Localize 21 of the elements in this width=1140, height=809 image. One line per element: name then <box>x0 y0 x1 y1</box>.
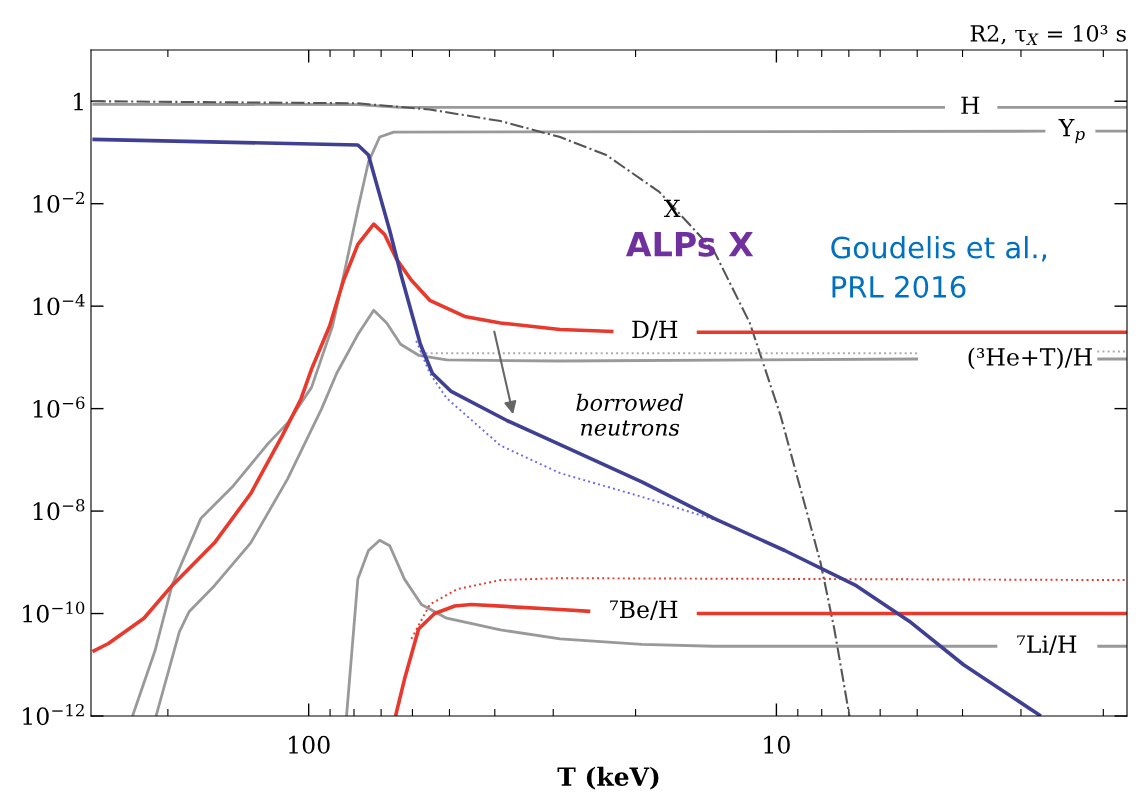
y-tick-label: 10$^{−6}$ <box>33 396 85 418</box>
x-tick-label: 100 <box>289 735 330 754</box>
annotation: ALPs X <box>625 232 754 257</box>
y-tick-label: 10$^{−8}$ <box>33 499 85 521</box>
series-label: D/H <box>632 320 678 341</box>
x-axis-title: T (keV) <box>557 766 659 790</box>
series-label: (³He+T)/H <box>968 347 1092 370</box>
series-label: H <box>961 96 980 114</box>
y-tick-label: 10$^{−10}$ <box>23 601 85 623</box>
chart-title: R2, τ$_{X}$ = 10³ s <box>970 25 1126 45</box>
y-tick-label: 10$^{−12}$ <box>23 703 84 726</box>
annotation: Goudelis et al., PRL 2016 <box>831 236 1047 298</box>
series-label: ⁷Li/H <box>1017 635 1077 655</box>
series-label: Y$_{p}$ <box>1058 118 1085 144</box>
annotation: borrowed neutrons <box>576 393 684 436</box>
series-label: ⁷Be/H <box>610 600 678 621</box>
y-tick-label: 10$^{−4}$ <box>33 294 85 316</box>
annotation: X <box>663 199 681 217</box>
y-tick-label: 1 <box>74 92 83 111</box>
y-tick-label: 10$^{−2}$ <box>33 191 84 213</box>
x-tick-label: 10 <box>764 735 790 754</box>
